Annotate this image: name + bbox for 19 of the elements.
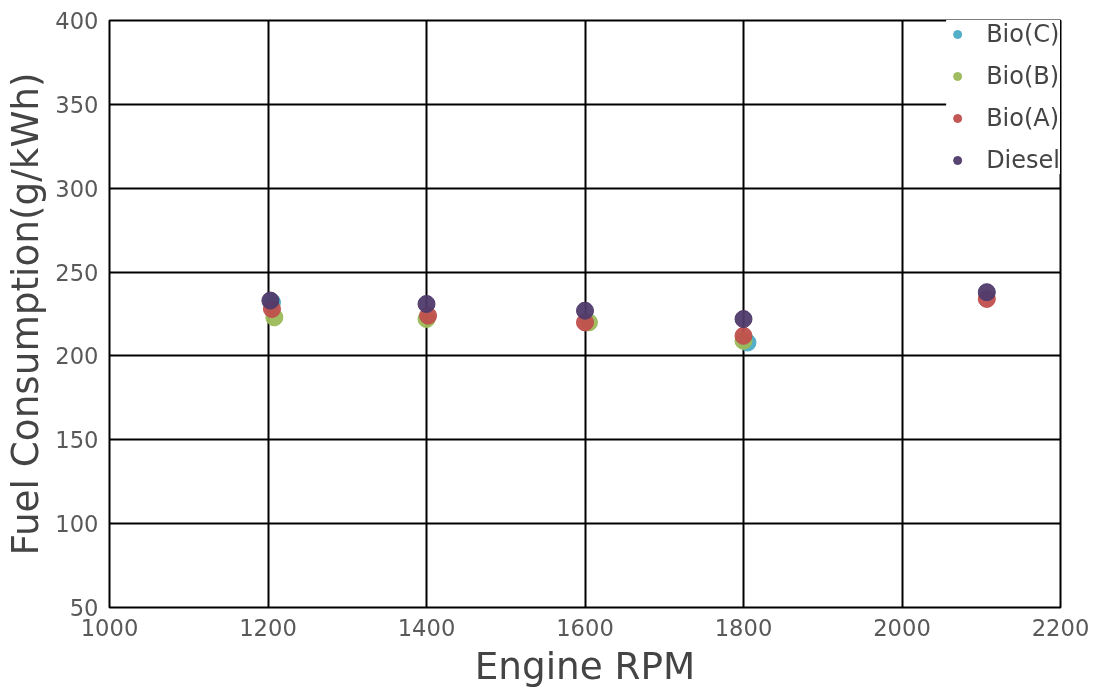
legend-label: Bio(C) xyxy=(986,20,1060,48)
legend-label: Bio(A) xyxy=(986,104,1060,132)
y-tick-label: 100 xyxy=(55,511,99,538)
x-tick-label: 1200 xyxy=(239,614,297,641)
y-tick-label: 250 xyxy=(55,259,99,286)
legend-label: Bio(B) xyxy=(986,62,1060,90)
y-tick-label: 300 xyxy=(55,175,99,202)
x-tick-label: 2200 xyxy=(1031,614,1090,641)
y-tick-label: 150 xyxy=(55,427,99,454)
y-tick-label: 400 xyxy=(55,8,99,34)
x-tick-label: 1400 xyxy=(397,614,456,641)
y-axis-title: Fuel Consumption(g/kWh) xyxy=(3,72,48,556)
legend-label: Diesel xyxy=(986,146,1060,174)
x-tick-label: 1800 xyxy=(714,614,773,641)
y-tick-label: 200 xyxy=(55,343,99,370)
x-tick-label: 1600 xyxy=(556,614,614,641)
y-tick-label: 350 xyxy=(55,91,99,118)
x-tick-label: 2000 xyxy=(873,614,931,641)
x-axis-title: Engine RPM xyxy=(474,643,696,688)
